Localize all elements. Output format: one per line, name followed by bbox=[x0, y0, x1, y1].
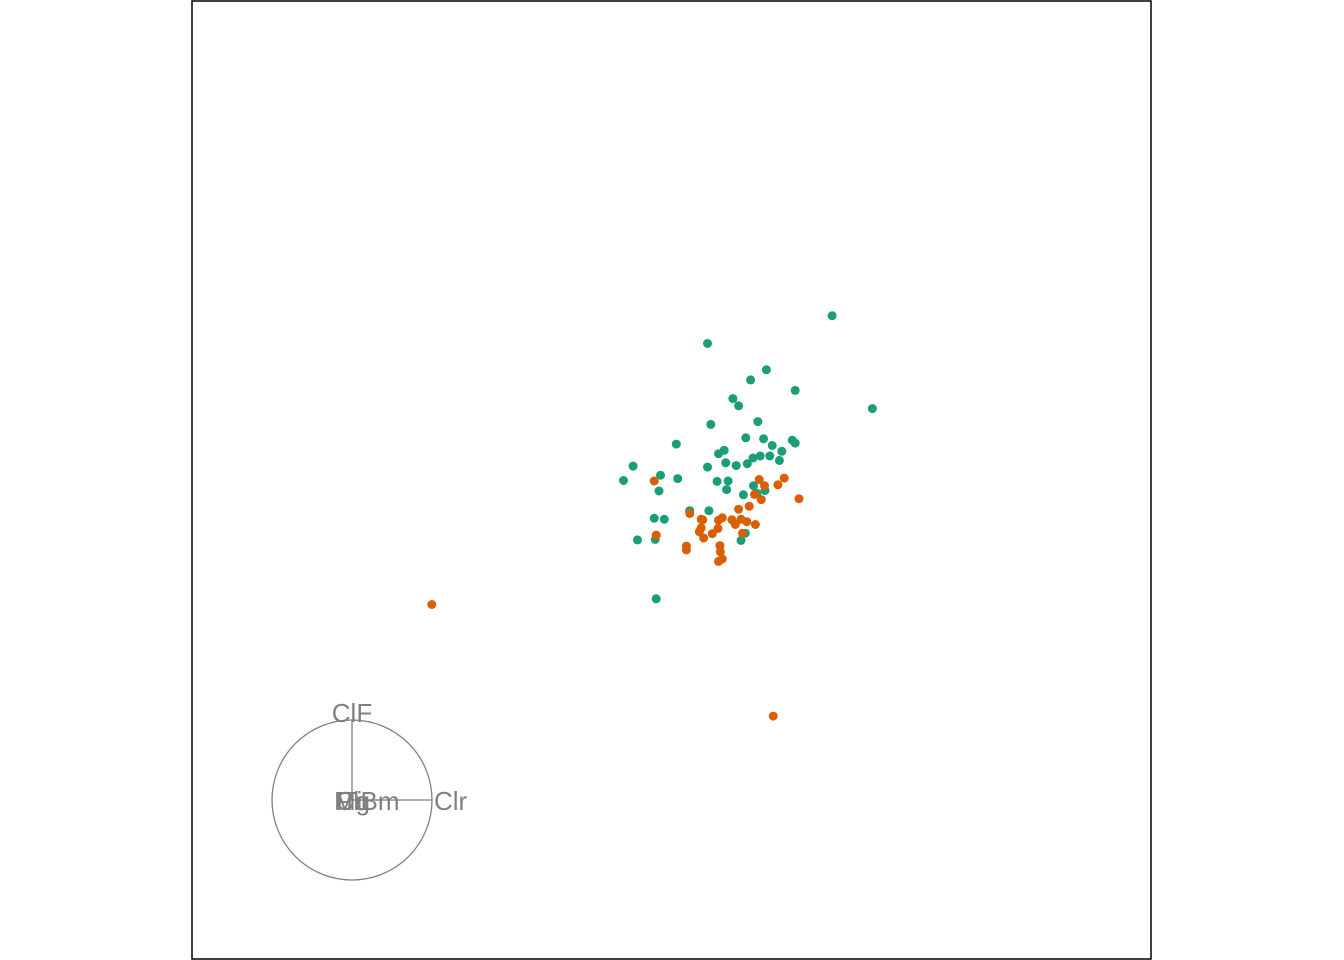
axes-guide-label-1: Clr bbox=[434, 786, 468, 816]
data-point-s0-15 bbox=[777, 447, 786, 456]
data-point-s1-2 bbox=[760, 481, 769, 490]
data-point-s0-21 bbox=[775, 456, 784, 465]
data-point-s0-37 bbox=[650, 514, 659, 523]
data-point-s1-5 bbox=[795, 494, 804, 503]
data-point-s0-22 bbox=[714, 449, 723, 458]
data-point-s0-30 bbox=[655, 487, 664, 496]
data-point-s0-11 bbox=[672, 440, 681, 449]
data-point-s0-9 bbox=[753, 417, 762, 426]
data-point-s0-34 bbox=[739, 490, 748, 499]
data-point-s0-1 bbox=[868, 404, 877, 413]
data-point-s0-31 bbox=[673, 474, 682, 483]
data-point-s1-34 bbox=[745, 502, 754, 511]
data-point-s0-33 bbox=[722, 485, 731, 494]
data-point-s0-27 bbox=[703, 463, 712, 472]
data-point-s1-28 bbox=[652, 531, 661, 540]
data-point-s1-29 bbox=[427, 600, 436, 609]
data-point-s1-32 bbox=[769, 712, 778, 721]
axes-guide-label-0: ClF bbox=[332, 698, 372, 728]
data-point-s0-41 bbox=[633, 535, 642, 544]
data-point-s0-14 bbox=[768, 441, 777, 450]
data-point-s1-24 bbox=[685, 509, 694, 518]
data-point-s1-0 bbox=[650, 477, 659, 486]
data-point-s1-4 bbox=[780, 474, 789, 483]
data-point-s0-45 bbox=[652, 594, 661, 603]
data-point-s1-7 bbox=[757, 495, 766, 504]
data-point-s0-2 bbox=[703, 339, 712, 348]
data-point-s0-7 bbox=[734, 401, 743, 410]
data-point-s0-5 bbox=[791, 386, 800, 395]
data-point-s1-20 bbox=[714, 524, 723, 533]
axes-guide-label-6: Bm bbox=[361, 786, 400, 816]
data-point-s0-32 bbox=[713, 477, 722, 486]
data-point-s1-3 bbox=[773, 480, 782, 489]
data-point-s0-19 bbox=[756, 452, 765, 461]
data-point-s1-10 bbox=[751, 520, 760, 529]
data-point-s0-13 bbox=[741, 433, 750, 442]
data-point-s1-18 bbox=[714, 516, 723, 525]
data-point-s0-3 bbox=[746, 375, 755, 384]
data-point-s0-46 bbox=[724, 477, 733, 486]
data-point-s1-27 bbox=[682, 545, 691, 554]
data-point-s1-31 bbox=[714, 557, 723, 566]
data-point-s0-38 bbox=[660, 515, 669, 524]
data-point-s0-20 bbox=[765, 452, 774, 461]
data-point-s0-0 bbox=[828, 311, 837, 320]
data-point-s1-8 bbox=[734, 505, 743, 514]
data-point-s1-33 bbox=[731, 520, 740, 529]
data-point-s1-23 bbox=[699, 534, 708, 543]
data-point-s1-25 bbox=[697, 515, 706, 524]
data-point-s0-8 bbox=[706, 420, 715, 429]
data-point-s0-25 bbox=[629, 462, 638, 471]
data-point-s0-29 bbox=[619, 476, 628, 485]
data-point-s0-39 bbox=[704, 506, 713, 515]
data-point-s0-17 bbox=[791, 439, 800, 448]
data-point-s0-6 bbox=[728, 394, 737, 403]
data-point-s0-28 bbox=[743, 459, 752, 468]
data-point-s0-23 bbox=[721, 458, 730, 467]
data-point-s0-24 bbox=[732, 461, 741, 470]
data-point-s1-13 bbox=[742, 517, 751, 526]
data-point-s1-19 bbox=[738, 529, 747, 538]
data-point-s0-10 bbox=[759, 434, 768, 443]
data-point-s0-4 bbox=[762, 365, 771, 374]
